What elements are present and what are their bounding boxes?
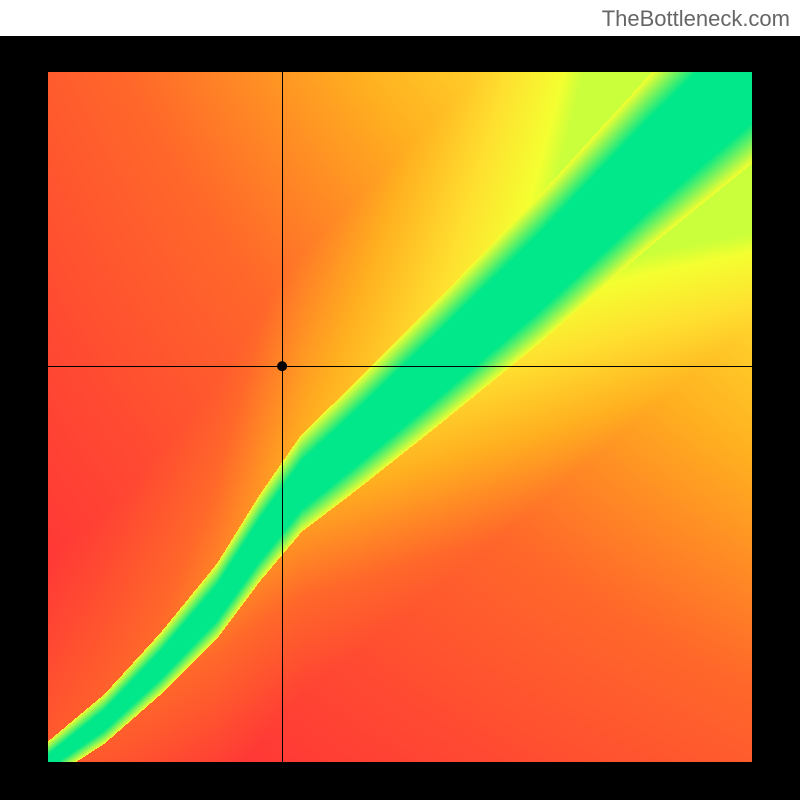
- watermark-text: TheBottleneck.com: [602, 6, 790, 32]
- outer-black-frame: [0, 36, 800, 800]
- chart-container: TheBottleneck.com: [0, 0, 800, 800]
- bottleneck-heatmap: [48, 72, 752, 762]
